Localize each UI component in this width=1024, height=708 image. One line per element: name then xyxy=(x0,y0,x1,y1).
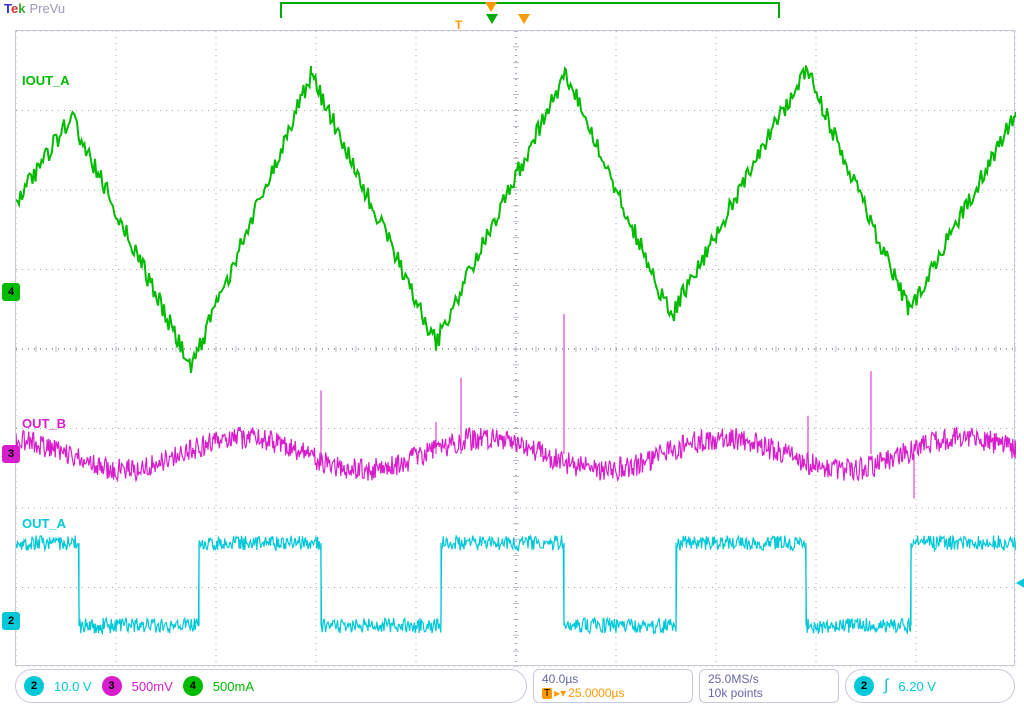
waveform-canvas xyxy=(16,31,1016,667)
acquisition-mode: PreVu xyxy=(29,1,65,16)
tek-logo: Tek xyxy=(4,1,25,16)
acquisition-box[interactable]: 25.0MS/s 10k points xyxy=(699,669,839,703)
timebase-box[interactable]: 40.0µs T ▸▾ 25.0000µs xyxy=(533,669,693,703)
trigger-delay: T ▸▾ 25.0000µs xyxy=(542,686,684,700)
ch2-ground-marker[interactable]: 2 xyxy=(2,612,20,630)
sample-rate: 25.0MS/s xyxy=(708,672,830,686)
ch3-badge: 3 xyxy=(102,676,122,696)
record-length: 10k points xyxy=(708,686,830,700)
record-bracket xyxy=(280,2,780,14)
delay-position-marker xyxy=(518,14,530,24)
trigger-level-marker[interactable] xyxy=(1016,576,1024,590)
ch4-scale: 500mA xyxy=(213,679,254,694)
ch4-badge: 4 xyxy=(183,676,203,696)
header: Tek PreVu T xyxy=(0,0,1024,16)
bottom-bar: 2 10.0 V 3 500mV 4 500mA 40.0µs T ▸▾ 25.… xyxy=(15,668,1015,704)
trigger-level: 6.20 V xyxy=(898,679,936,694)
trigger-pos-marker xyxy=(485,2,497,12)
trigger-box[interactable]: 2 ∫ 6.20 V xyxy=(845,669,1015,703)
trigger-source-badge: 2 xyxy=(854,676,874,696)
graticule: 4 3 2 IOUT_A OUT_B OUT_A xyxy=(15,30,1015,666)
ch3-scale: 500mV xyxy=(132,679,173,694)
slope-icon: ∫ xyxy=(884,677,888,695)
ch2-badge: 2 xyxy=(24,676,44,696)
ch4-ground-marker[interactable]: 4 xyxy=(2,283,20,301)
ch4-label: IOUT_A xyxy=(22,73,70,88)
ch2-scale: 10.0 V xyxy=(54,679,92,694)
trigger-pos-marker-green xyxy=(486,14,498,24)
ch2-label: OUT_A xyxy=(22,516,66,531)
time-per-div: 40.0µs xyxy=(542,672,684,686)
ch3-ground-marker[interactable]: 3 xyxy=(2,445,20,463)
channel-scales[interactable]: 2 10.0 V 3 500mV 4 500mA xyxy=(15,669,527,703)
ch3-label: OUT_B xyxy=(22,416,66,431)
